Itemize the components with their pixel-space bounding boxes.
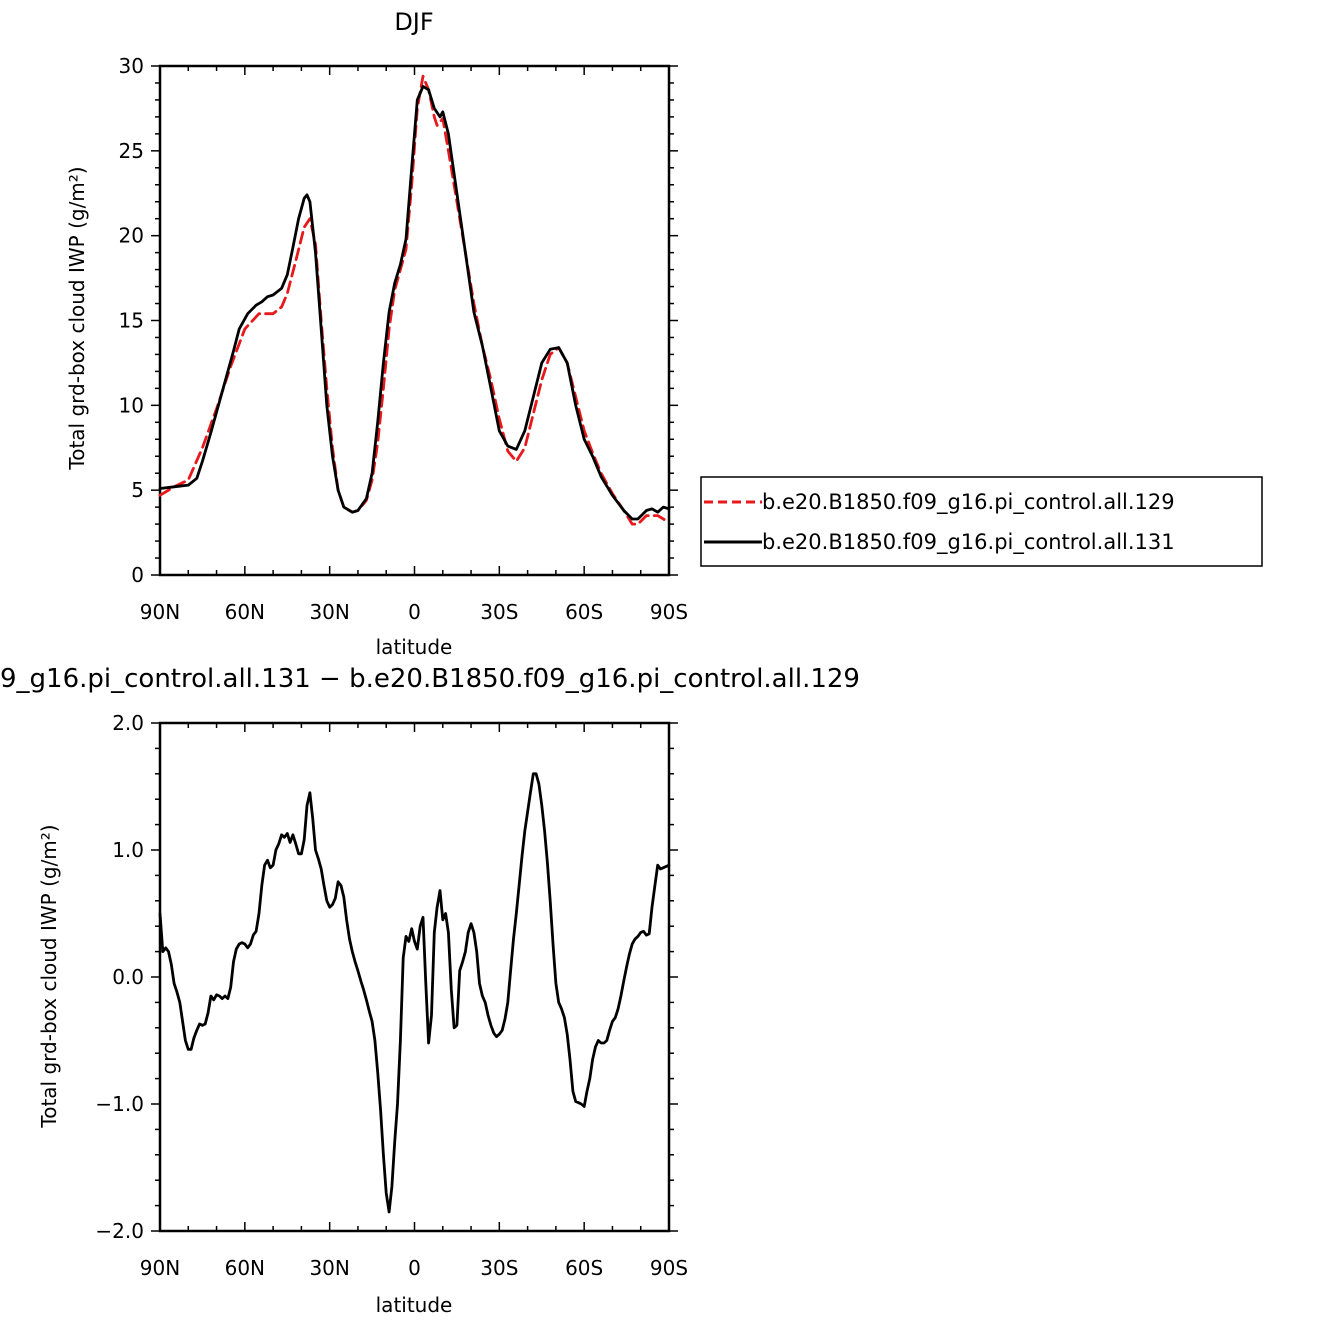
bottom-y-tick-label: 0.0 <box>112 965 144 989</box>
top-x-axis-label: latitude <box>376 635 453 659</box>
top-y-tick-label: 10 <box>119 393 144 417</box>
top-y-tick-label: 5 <box>131 478 144 502</box>
bottom-y-tick-label: −2.0 <box>95 1219 144 1243</box>
bottom-y-axis-label: Total grd-box cloud IWP (g/m²) <box>37 824 61 1128</box>
top-y-axis-label: Total grd-box cloud IWP (g/m²) <box>65 166 89 470</box>
top-y-tick-label: 25 <box>119 139 144 163</box>
bottom-chart-title: 9_g16.pi_control.all.131 − b.e20.B1850.f… <box>0 664 860 694</box>
top-x-tick-label: 90S <box>650 600 688 624</box>
bottom-x-tick-label: 0 <box>408 1256 421 1280</box>
top-plot-area: 90N 60N 30N 0 30S 60S 90S 0 5 10 15 20 25 30 <box>119 54 689 624</box>
top-x-tick-label: 0 <box>408 600 421 624</box>
bottom-x-tick-label: 60N <box>225 1256 265 1280</box>
bottom-x-tick-label: 30N <box>309 1256 349 1280</box>
legend-entry-131: b.e20.B1850.f09_g16.pi_control.all.131 <box>762 530 1175 555</box>
top-series-lines <box>158 74 671 526</box>
bottom-plot-area: 90N 60N 30N 0 30S 60S 90S −2.0 −1.0 0.0 1.0 2.0 <box>95 711 688 1280</box>
bottom-x-axis-label: latitude <box>376 1293 453 1317</box>
bottom-series-line-0 <box>158 772 671 1214</box>
top-series-line-1 <box>158 85 671 521</box>
top-x-tick-label: 30N <box>309 600 349 624</box>
top-y-tick-label: 30 <box>119 54 144 78</box>
top-y-tick-label: 15 <box>119 309 144 333</box>
bottom-x-tick-label: 30S <box>480 1256 518 1280</box>
legend-entry-129: b.e20.B1850.f09_g16.pi_control.all.129 <box>762 490 1175 515</box>
bottom-x-tick-label: 90S <box>650 1256 688 1280</box>
top-x-tick-label: 60N <box>225 600 265 624</box>
legend: b.e20.B1850.f09_g16.pi_control.all.129 b… <box>700 476 1263 567</box>
bottom-x-tick-label: 60S <box>565 1256 603 1280</box>
top-x-tick-label: 30S <box>480 600 518 624</box>
bottom-y-tick-label: −1.0 <box>95 1092 144 1116</box>
top-y-tick-label: 0 <box>131 563 144 587</box>
legend-box <box>700 476 1263 567</box>
top-x-tick-label: 90N <box>140 600 180 624</box>
top-chart-title: DJF <box>394 8 433 36</box>
top-y-tick-label: 20 <box>119 224 144 248</box>
bottom-x-tick-label: 90N <box>140 1256 180 1280</box>
bottom-y-tick-label: 2.0 <box>112 711 144 735</box>
bottom-y-tick-label: 1.0 <box>112 838 144 862</box>
top-x-tick-label: 60S <box>565 600 603 624</box>
bottom-series-lines <box>158 772 671 1214</box>
